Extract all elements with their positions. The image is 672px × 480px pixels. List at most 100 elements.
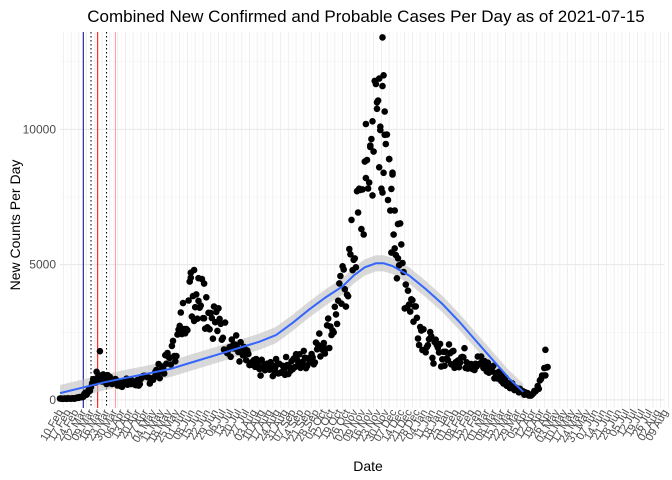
smooth-trend [59,262,524,395]
data-point [340,266,348,273]
data-point [206,326,213,333]
smooth-line [59,262,524,395]
data-point [342,303,350,310]
data-point [402,281,410,288]
data-point [194,315,201,323]
data-point [367,142,374,149]
data-point [330,329,338,336]
data-point [168,342,176,350]
data-point [368,135,375,143]
data-point [461,344,468,352]
data-point [404,287,412,295]
data-point [136,380,144,388]
data-point [364,185,372,192]
data-point [390,231,397,238]
data-point [358,225,365,233]
y-axis-ticks: 0 5000 10000 [23,122,57,407]
data-point [311,359,319,366]
data-point [169,337,177,345]
data-point [156,374,163,382]
data-point [393,275,401,282]
data-point [333,320,341,328]
data-point [441,362,448,370]
data-point [332,311,340,318]
data-point [377,123,384,130]
data-point [379,82,386,90]
data-point [331,303,339,311]
data-point [347,251,354,258]
data-point [394,220,402,228]
data-point [450,347,457,355]
data-point [354,209,362,216]
data-point [414,335,422,342]
data-point [195,274,202,282]
data-point [215,305,222,312]
grid [60,32,669,408]
data-point [316,330,323,337]
data-point [363,156,371,164]
chart-title: Combined New Confirmed and Probable Case… [87,7,645,26]
data-point [456,359,464,367]
data-point [362,174,370,182]
y-tick-label: 10000 [23,122,57,136]
data-point [391,245,399,252]
data-point [326,344,333,352]
data-point [380,169,387,177]
data-point [369,118,376,125]
data-point [179,299,187,307]
y-tick-label: 5000 [29,258,56,272]
data-point [394,254,402,262]
data-point [384,196,392,204]
data-point [269,372,277,380]
data-point [542,372,549,379]
data-point [219,334,227,342]
y-axis-title: New Counts Per Day [7,160,23,291]
data-point [391,207,399,214]
data-point [409,296,416,304]
data-point [379,189,386,196]
data-point [373,105,381,113]
data-point [380,72,387,79]
data-point [352,264,360,271]
data-point [324,315,332,322]
data-point [232,332,240,339]
data-point [337,272,344,280]
data-point [369,192,376,199]
data-point [359,186,366,193]
data-point [177,309,185,316]
data-point [372,80,380,88]
data-point [382,140,390,148]
data-point [184,326,191,334]
data-point [300,347,308,355]
data-point [160,370,168,377]
data-point [237,338,244,346]
data-point [420,326,427,333]
data-point [257,372,264,379]
data-point [258,356,266,364]
data-point [388,185,395,193]
data-point [203,294,210,301]
data-point [197,302,204,309]
data-point [346,245,353,253]
data-point [373,99,381,106]
data-point [185,297,192,304]
data-point [172,358,179,365]
data-point [282,353,290,361]
data-point [236,358,243,365]
data-point [381,131,389,139]
data-point [413,314,421,322]
data-point [173,352,180,360]
data-point [187,269,195,277]
data-point [228,336,236,343]
data-point [381,108,389,115]
data-point [379,34,386,41]
reference-lines [82,32,116,408]
data-point [245,350,252,358]
data-point [351,255,359,262]
data-point [385,155,393,163]
data-point [96,347,104,355]
data-point [436,340,444,348]
